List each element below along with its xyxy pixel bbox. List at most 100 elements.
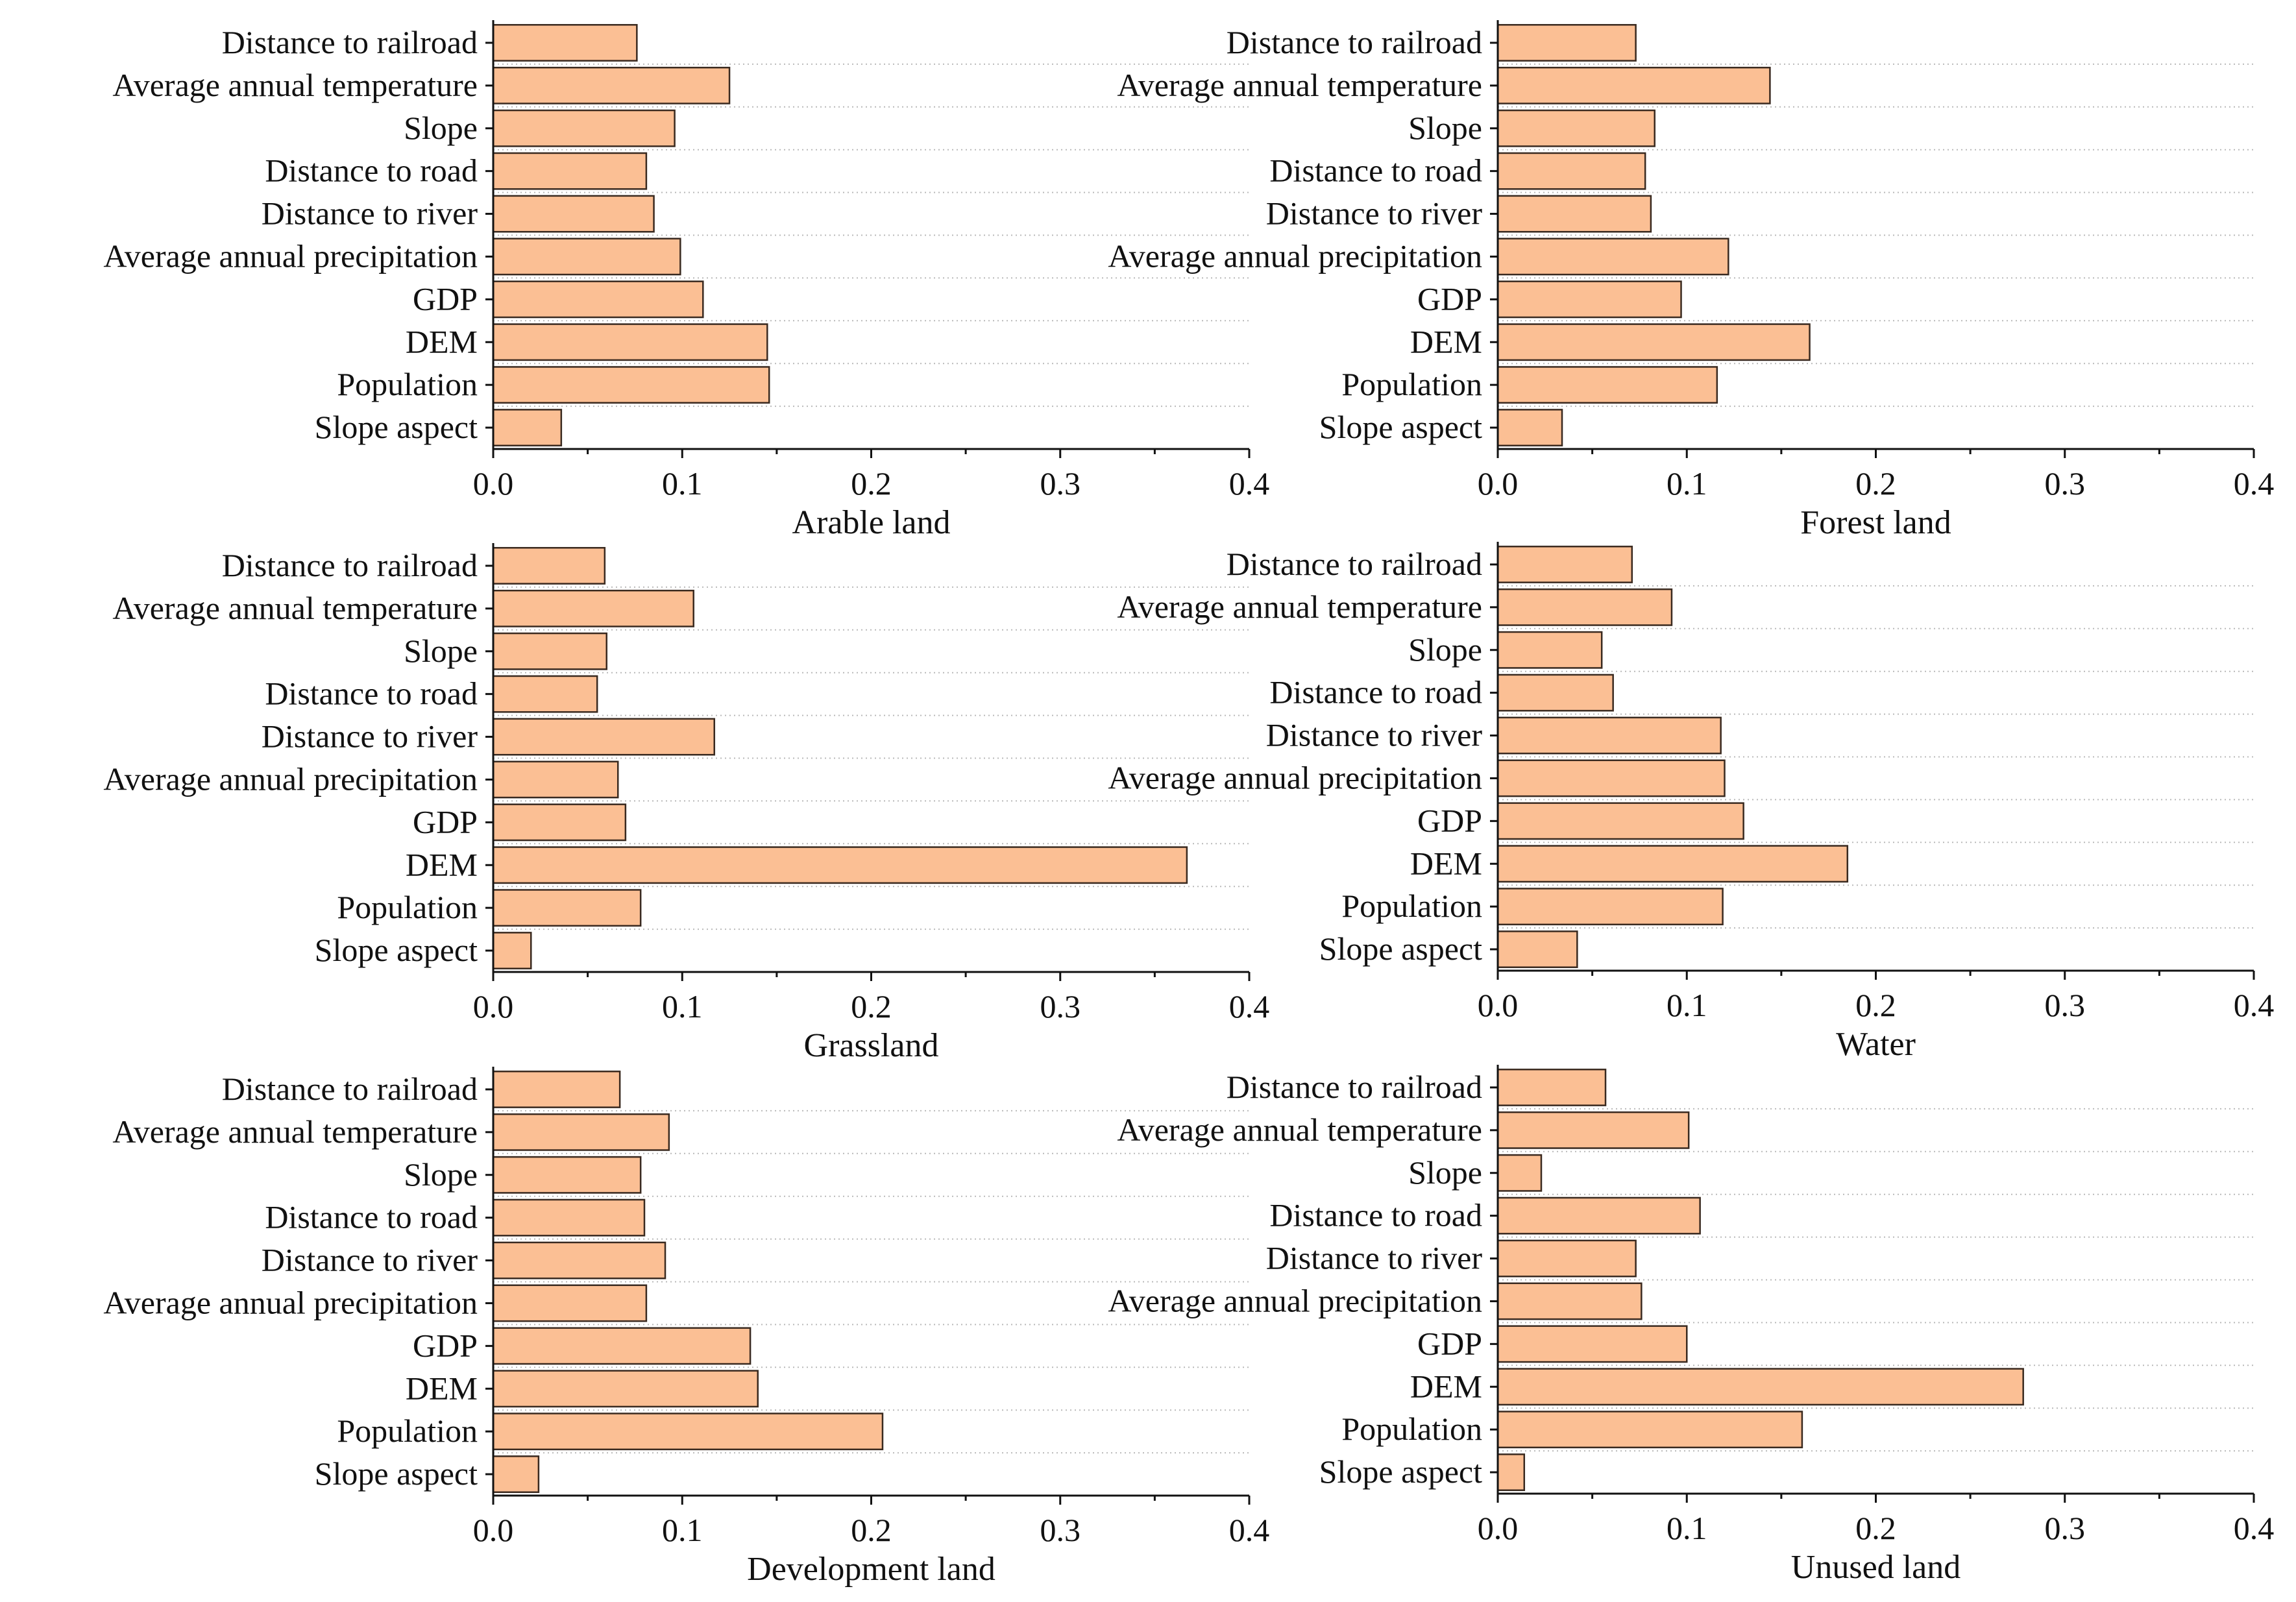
bar-water-slope-aspect — [1496, 930, 1578, 968]
category-label: Distance to railroad — [1227, 546, 1482, 582]
panel-unused-land: Distance to railroad Average annual tempe… — [1108, 1065, 2274, 1586]
category-label: Average annual temperature — [1117, 1111, 1482, 1148]
category-label: Slope — [1408, 631, 1482, 668]
x-tick-label: 0.2 — [1855, 1510, 1896, 1546]
bar-grassland-slope-aspect — [492, 932, 532, 969]
bar-development-land-gdp — [492, 1327, 751, 1365]
x-axis-title: Grassland — [804, 1027, 939, 1064]
bar-unused-land-gdp — [1496, 1325, 1688, 1363]
bar-water-distance-to-river — [1496, 716, 1722, 755]
category-label: Population — [1341, 1411, 1482, 1447]
category-label: Slope aspect — [1319, 409, 1482, 445]
category-label: GDP — [413, 1327, 478, 1363]
bar-unused-land-distance-to-road — [1496, 1196, 1701, 1235]
bar-unused-land-average-annual-temperature — [1496, 1111, 1690, 1149]
bar-unused-land-slope-aspect — [1496, 1453, 1526, 1491]
bar-unused-land-distance-to-railroad — [1496, 1069, 1607, 1106]
x-tick-label: 0.0 — [473, 1512, 514, 1548]
category-label: Distance to river — [262, 1242, 478, 1278]
bar-grassland-average-annual-precipitation — [492, 760, 619, 799]
x-tick-label: 0.1 — [662, 1512, 703, 1548]
category-label: Slope aspect — [1319, 930, 1482, 967]
x-tick-label: 0.4 — [1229, 465, 1270, 502]
category-label: DEM — [406, 1370, 478, 1406]
bar-grassland-dem — [492, 846, 1188, 884]
category-label: GDP — [1417, 802, 1482, 838]
bar-forest-land-slope — [1496, 109, 1655, 147]
category-label: Slope aspect — [315, 932, 478, 968]
bar-unused-land-average-annual-precipitation — [1496, 1282, 1643, 1320]
x-tick-label: 0.1 — [1667, 465, 1707, 502]
category-label: Average annual temperature — [112, 67, 478, 103]
bar-grassland-distance-to-river — [492, 718, 716, 756]
category-label: Average annual precipitation — [103, 237, 478, 274]
x-tick-label: 0.3 — [2045, 987, 2086, 1023]
x-tick-label: 0.1 — [662, 988, 703, 1025]
bar-forest-land-distance-to-railroad — [1496, 24, 1637, 62]
category-label: Slope — [404, 1156, 478, 1193]
bar-arable-land-average-annual-temperature — [492, 66, 731, 104]
category-label: GDP — [1417, 280, 1482, 317]
bar-arable-land-dem — [492, 323, 768, 361]
x-axis-title: Forest land — [1800, 504, 1951, 541]
x-tick-label: 0.1 — [662, 465, 703, 502]
category-label: Slope — [404, 633, 478, 669]
x-tick-label: 0.4 — [2234, 465, 2275, 502]
category-label: Slope — [404, 110, 478, 146]
category-label: Distance to river — [262, 718, 478, 755]
bar-arable-land-distance-to-river — [492, 195, 655, 233]
category-label: Slope — [1408, 110, 1482, 146]
bar-water-distance-to-railroad — [1496, 546, 1633, 583]
category-label: Slope — [1408, 1154, 1482, 1191]
category-label: Slope aspect — [1319, 1453, 1482, 1490]
category-label: Population — [337, 366, 478, 402]
bar-forest-land-distance-to-river — [1496, 195, 1652, 233]
bar-grassland-gdp — [492, 803, 627, 842]
category-label: Average annual temperature — [1117, 67, 1482, 103]
category-label: Average annual temperature — [1117, 589, 1482, 625]
category-label: Population — [1341, 366, 1482, 402]
category-label: Average annual temperature — [112, 1113, 478, 1150]
category-label: Slope aspect — [315, 409, 478, 445]
x-tick-label: 0.4 — [1229, 988, 1270, 1025]
x-tick-label: 0.0 — [473, 988, 514, 1025]
x-tick-label: 0.0 — [473, 465, 514, 502]
panel-grassland: Distance to railroad Average annual tempe… — [103, 543, 1269, 1064]
bar-unused-land-slope — [1496, 1154, 1543, 1192]
category-label: DEM — [406, 846, 478, 882]
category-label: GDP — [1417, 1325, 1482, 1361]
category-label: Average annual precipitation — [1108, 237, 1482, 274]
bar-development-land-distance-to-road — [492, 1198, 646, 1237]
category-label: Distance to river — [1266, 717, 1483, 753]
category-label: Distance to railroad — [222, 1071, 478, 1107]
x-axis-title: Water — [1836, 1026, 1916, 1063]
x-tick-label: 0.1 — [1667, 1510, 1707, 1546]
bar-arable-land-slope — [492, 109, 676, 147]
x-tick-label: 0.4 — [1229, 1512, 1270, 1548]
category-label: Distance to railroad — [1227, 24, 1482, 60]
category-label: Average annual precipitation — [1108, 1282, 1482, 1318]
bar-water-average-annual-temperature — [1496, 588, 1673, 626]
x-tick-label: 0.3 — [2045, 465, 2086, 502]
bar-forest-land-distance-to-road — [1496, 152, 1646, 190]
category-label: Average annual precipitation — [103, 760, 478, 797]
bar-arable-land-distance-to-railroad — [492, 24, 638, 62]
x-tick-label: 0.4 — [2234, 987, 2275, 1023]
x-tick-label: 0.0 — [1478, 1510, 1519, 1546]
bar-water-slope — [1496, 631, 1603, 669]
bar-grassland-population — [492, 889, 642, 927]
bar-arable-land-average-annual-precipitation — [492, 237, 681, 276]
x-axis-title: Arable land — [792, 504, 950, 541]
bar-forest-land-gdp — [1496, 280, 1682, 319]
category-label: GDP — [413, 280, 478, 317]
bar-forest-land-average-annual-temperature — [1496, 66, 1771, 104]
x-axis-title: Unused land — [1791, 1549, 1960, 1586]
category-label: Distance to road — [265, 675, 478, 712]
bar-arable-land-gdp — [492, 280, 704, 319]
panel-forest-land: Distance to railroad Average annual tempe… — [1108, 20, 2274, 541]
category-label: Distance to road — [1269, 152, 1482, 189]
category-label: DEM — [1410, 1368, 1482, 1404]
bar-development-land-slope — [492, 1156, 642, 1194]
category-label: Population — [337, 889, 478, 925]
